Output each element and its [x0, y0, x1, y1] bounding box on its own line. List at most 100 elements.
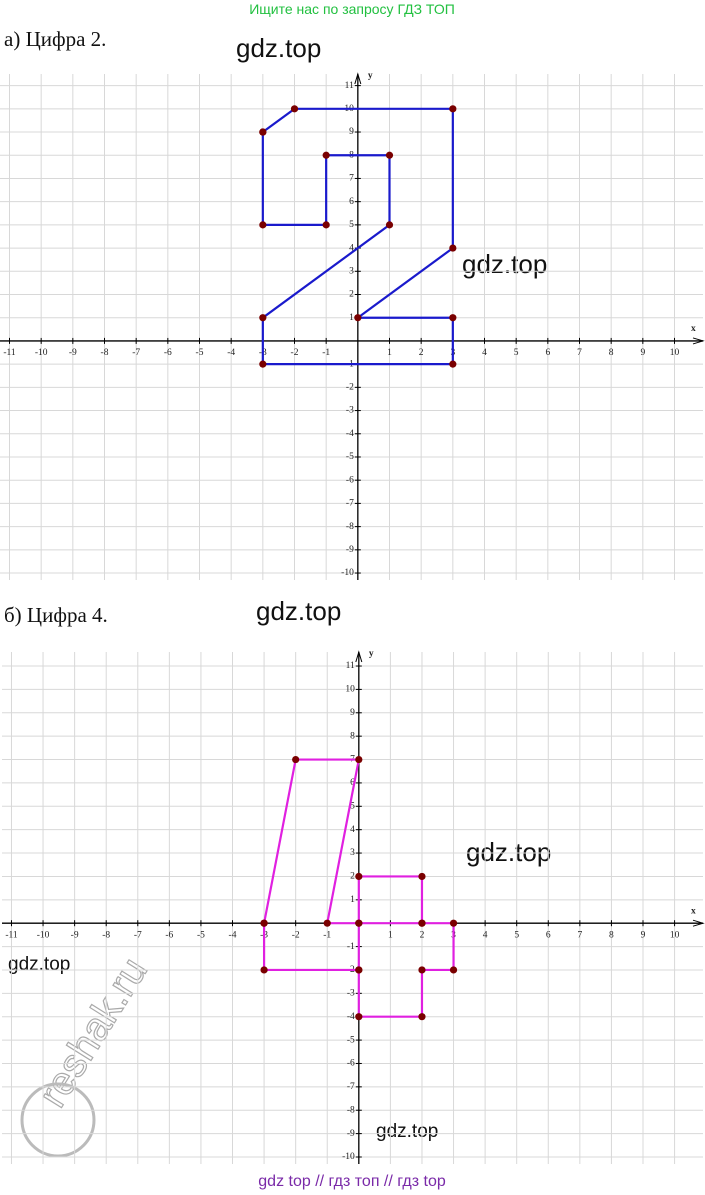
x-tick-label: 10 — [670, 930, 680, 940]
x-tick-label: 2 — [420, 930, 425, 940]
y-tick-label: -7 — [346, 499, 354, 509]
vertex — [292, 755, 300, 764]
x-tick-label: 5 — [514, 348, 519, 358]
footer: gdz top // гдз топ // гдз top — [258, 1173, 446, 1190]
vertex — [449, 919, 458, 927]
y-tick-label: -6 — [346, 475, 354, 485]
x-tick-label: 1 — [387, 348, 392, 358]
x-tick-label: -10 — [37, 930, 50, 940]
x-tick-label: -1 — [322, 348, 330, 358]
vertex — [355, 919, 363, 927]
watermark: gdz.top — [466, 837, 551, 867]
y-tick-label: 11 — [346, 661, 355, 671]
header: Ищите нас по запросу ГДЗ ТОП — [249, 1, 455, 17]
vertex — [260, 966, 268, 974]
y-tick-label: 3 — [350, 848, 355, 858]
x-tick-label: 9 — [640, 348, 645, 358]
vertex — [354, 314, 362, 322]
x-tick-label: -11 — [3, 348, 16, 358]
x-tick-label: -9 — [69, 348, 77, 358]
x-tick-label: -9 — [71, 930, 79, 940]
vertex — [418, 872, 426, 881]
chart-title: а) Цифра 2. — [4, 27, 106, 51]
y-tick-label: -7 — [347, 1082, 355, 1092]
x-arrow — [692, 337, 705, 345]
x-tick-label: -4 — [229, 930, 237, 940]
y-tick-label: 9 — [350, 708, 355, 718]
y-tick-label: -3 — [347, 989, 355, 999]
x-tick-label: -8 — [101, 348, 109, 358]
y-tick-label: -10 — [342, 1152, 355, 1162]
y-tick-label: 3 — [349, 266, 354, 276]
y-arrow — [354, 72, 362, 85]
y-tick-label: 1 — [350, 895, 355, 905]
y-tick-label: -9 — [346, 545, 354, 555]
x-tick-label: -2 — [292, 930, 300, 940]
vertex — [322, 151, 330, 159]
y-tick-label: 1 — [349, 313, 354, 323]
y-tick-label: -8 — [347, 1105, 355, 1115]
vertex — [418, 966, 426, 974]
y-tick-label: 5 — [350, 801, 355, 811]
vertex — [260, 919, 268, 927]
x-tick-label: 10 — [670, 348, 680, 358]
y-tick-label: 4 — [349, 243, 354, 253]
vertex — [322, 221, 330, 229]
x-axis-label: x — [691, 906, 696, 916]
y-tick-label: 7 — [349, 174, 354, 184]
vertex — [259, 314, 267, 322]
vertex — [355, 1013, 363, 1021]
vertex — [449, 360, 457, 368]
y-tick-label: -9 — [347, 1129, 355, 1139]
y-tick-label: 8 — [350, 731, 355, 741]
x-tick-label: -5 — [196, 348, 204, 358]
y-tick-label: 10 — [345, 685, 355, 695]
chart-title: б) Цифра 4. — [4, 603, 108, 627]
y-tick-label: -4 — [347, 1012, 355, 1022]
vertex — [323, 919, 331, 927]
y-tick-label: 11 — [345, 81, 354, 91]
vertex — [449, 314, 457, 322]
y-arrow — [355, 650, 363, 663]
x-tick-label: -8 — [102, 930, 110, 940]
vertex — [355, 966, 363, 974]
vertex — [259, 128, 267, 136]
vertex — [385, 151, 394, 159]
x-tick-label: 9 — [641, 930, 646, 940]
x-tick-label: -1 — [323, 930, 331, 940]
y-axis-label: y — [368, 71, 373, 81]
x-tick-label: -5 — [197, 930, 205, 940]
y-tick-label: 6 — [350, 778, 355, 788]
y-tick-label: 5 — [349, 220, 354, 230]
watermark: gdz.top — [236, 33, 321, 63]
y-tick-label: -6 — [347, 1059, 355, 1069]
y-tick-label: -8 — [346, 522, 354, 532]
x-tick-label: -7 — [134, 930, 142, 940]
y-tick-label: -3 — [346, 406, 354, 416]
y-tick-label: 2 — [349, 290, 354, 300]
watermark: gdz.top — [256, 596, 341, 626]
x-tick-label: 8 — [609, 930, 614, 940]
x-tick-label: -11 — [5, 930, 18, 940]
x-tick-label: 7 — [577, 348, 582, 358]
vertex — [259, 221, 267, 229]
vertex — [385, 221, 394, 229]
y-tick-label: -10 — [341, 568, 354, 578]
vertex — [449, 966, 458, 974]
watermark: gdz.top — [8, 954, 70, 975]
y-tick-label: -2 — [346, 383, 354, 393]
vertex — [418, 1013, 426, 1021]
copyright-icon — [20, 1082, 96, 1158]
vertex — [259, 360, 267, 368]
plot: а) Цифра 2.xy-11 -10 -9 -8 -7 -6 -5 -4 -3 -2 -1 1 2 3… — [0, 27, 705, 580]
x-tick-label: 4 — [483, 930, 488, 940]
vertex — [290, 105, 299, 113]
y-tick-label: 4 — [350, 825, 355, 835]
y-tick-label: -1 — [347, 942, 355, 952]
x-axis-label: x — [691, 324, 696, 334]
vertex — [418, 919, 426, 927]
vertex — [449, 244, 457, 252]
y-tick-label: -5 — [347, 1035, 355, 1045]
